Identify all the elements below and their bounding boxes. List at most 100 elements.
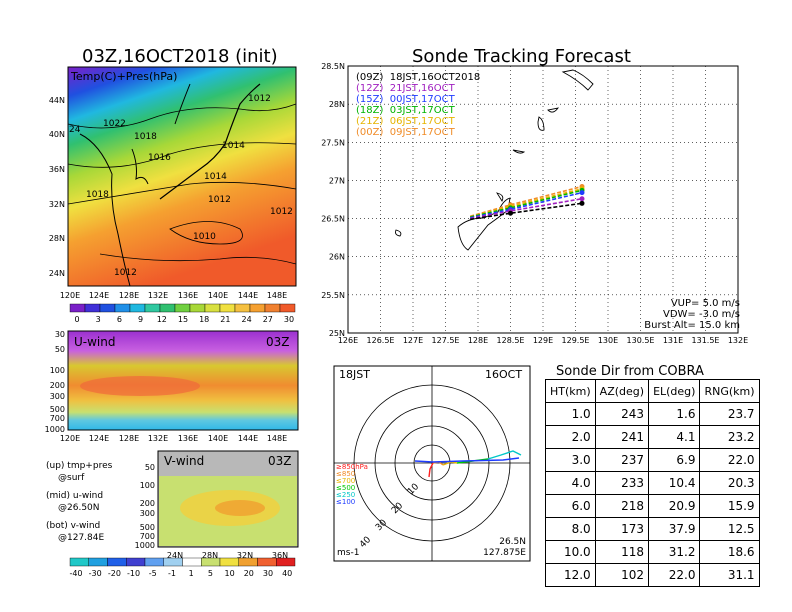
colorbar-swatch: [163, 557, 183, 567]
p-label: 500: [140, 523, 155, 532]
v-wind-panel: V-wind 03Z 50 100 200 300 500 700 1000 2…: [135, 450, 299, 560]
map-lon-labels: 120E 124E 128E 132E 136E 140E 144E 148E: [60, 291, 287, 300]
colorbar-tick: -1: [168, 569, 176, 578]
lon-label: 140E: [208, 434, 228, 443]
launch-entry: (12Z) 21JST,16OCT: [356, 83, 455, 94]
lon-label: 136E: [178, 434, 198, 443]
polar-date: 16OCT: [485, 368, 522, 381]
colorbar-tick: 6: [117, 315, 122, 324]
cobra-cell: 22.0: [699, 448, 760, 472]
colorbar-swatch: [264, 303, 281, 313]
island-small: [547, 107, 560, 113]
colorbar-swatch: [69, 303, 86, 313]
cobra-cell: 237: [594, 448, 650, 472]
wind-colorbar: -40 -30 -20 -10 -5 -1 1 5 10 20 30 40: [69, 557, 296, 578]
p-label: 500: [50, 405, 65, 414]
u-wind-time: 03Z: [266, 335, 290, 349]
cobra-row: 1.0 243 1.6 23.7: [545, 402, 760, 426]
colorbar-swatch: [99, 303, 116, 313]
cobra-row: 3.0 237 6.9 22.0: [545, 448, 760, 472]
level-legend-item: ≥850hPa: [336, 463, 368, 471]
temp-colorbar-swatches: [69, 303, 296, 313]
lon-label: 120E: [60, 291, 80, 300]
cobra-cell: 1.0: [545, 402, 596, 426]
isobar-label: 1012: [208, 195, 231, 205]
colorbar-swatch: [189, 303, 206, 313]
launch-entry: (09Z) 18JST,16OCT2018: [356, 72, 481, 83]
param-vdw: VDW= -3.0 m/s: [663, 309, 740, 320]
cobra-cell: 10.0: [545, 540, 596, 564]
lon-label: 144E: [238, 291, 258, 300]
x-tick-label: 127.5E: [432, 336, 460, 345]
wind-colorbar-ticks: -40 -30 -20 -10 -5 -1 1 5 10 20 30 40: [69, 569, 292, 578]
u-wind-jet-core: [80, 376, 200, 396]
polar-level-legend: ≥850hPa≤850≤700≤500≤250≤100: [336, 463, 368, 506]
isobar-label: 1012: [270, 207, 293, 217]
lon-label: 128E: [119, 291, 139, 300]
isobar-label: 1016: [148, 153, 171, 163]
x-tick-label: 129E: [533, 336, 553, 345]
colorbar-swatch: [201, 557, 221, 567]
cobra-body: 1.0 243 1.6 23.7 2.0 241 4.1 23.2 3.0 237 6.9 22.0 4…: [545, 402, 760, 587]
col-ht: HT(km): [545, 379, 596, 403]
launch-entry: (00Z) 09JST,17OCT: [356, 127, 455, 138]
isobar-label: 1012: [248, 94, 271, 104]
p-label: 200: [140, 499, 155, 508]
temp-pressure-map: 1012 1022 1018 1016 1014 1014 1018 1012 …: [49, 66, 297, 300]
colorbar-tick: 5: [208, 569, 213, 578]
y-tick-label: 28.5N: [321, 62, 345, 71]
colorbar-tick: 15: [178, 315, 188, 324]
cobra-row: 8.0 173 37.9 12.5: [545, 517, 760, 541]
p-label: 100: [140, 481, 155, 490]
y-tick-label: 26.5N: [321, 215, 345, 224]
isobar-label: 1018: [86, 190, 109, 200]
col-el: EL(deg): [648, 379, 701, 403]
y-tick-label: 27.5N: [321, 138, 345, 147]
island-small: [512, 149, 526, 154]
track-point: [579, 200, 585, 206]
polar-plot: 18JST 16OCT 10 20 30 40 ms-1 26.5N 127.8…: [333, 365, 531, 562]
polar-unit: ms-1: [337, 548, 359, 558]
p-label: 300: [140, 509, 155, 518]
col-az: AZ(deg): [594, 379, 650, 403]
colorbar-swatch: [88, 557, 108, 567]
cobra-cell: 8.0: [545, 517, 596, 541]
colorbar-swatch: [234, 303, 251, 313]
x-tick-label: 130E: [598, 336, 618, 345]
p-label: 300: [50, 392, 65, 401]
colorbar-swatch: [204, 303, 221, 313]
colorbar-swatch: [129, 303, 146, 313]
island-small: [537, 116, 545, 131]
cobra-row: 4.0 233 10.4 20.3: [545, 471, 760, 495]
colorbar-swatch: [182, 557, 202, 567]
lat-label: 36N: [272, 551, 288, 560]
col-rng: RNG(km): [699, 379, 760, 403]
y-tick-label: 26N: [329, 253, 345, 262]
temp-colorbar-ticks: 0 3 6 9 12 15 18 21 24 27 30: [74, 315, 294, 324]
colorbar-swatch: [219, 303, 236, 313]
isobar-line: [67, 103, 297, 129]
colorbar-tick: 40: [282, 569, 292, 578]
lat-label: 32N: [237, 551, 253, 560]
isobar-label: 1014: [222, 141, 245, 151]
cobra-cell: 6.0: [545, 494, 596, 518]
colorbar-tick: 30: [263, 569, 273, 578]
isobar-label-partial: 24: [69, 125, 81, 135]
coastline-china: [79, 133, 131, 287]
colorbar-swatch: [159, 303, 176, 313]
colorbar-tick: 27: [263, 315, 273, 324]
cobra-cell: 18.6: [699, 540, 760, 564]
level-legend-item: ≤500: [336, 484, 355, 492]
note-up: (up) tmp+pres @surf: [46, 460, 112, 484]
cobra-cell: 243: [594, 402, 650, 426]
cobra-table: HT(km) AZ(deg) EL(deg) RNG(km) 1.0 243 1.6…: [545, 379, 760, 587]
colorbar-swatch: [144, 303, 161, 313]
cobra-cell: 12.0: [545, 563, 596, 587]
colorbar-swatch: [126, 557, 146, 567]
lon-label: 120E: [60, 434, 80, 443]
x-tick-label: 131E: [663, 336, 683, 345]
island-small: [496, 192, 504, 202]
forecast-params: VUP= 5.0 m/s VDW= -3.0 m/s Burst Alt= 15…: [640, 298, 740, 331]
x-tick-label: 128.5E: [497, 336, 525, 345]
x-tick-label: 126E: [338, 336, 358, 345]
